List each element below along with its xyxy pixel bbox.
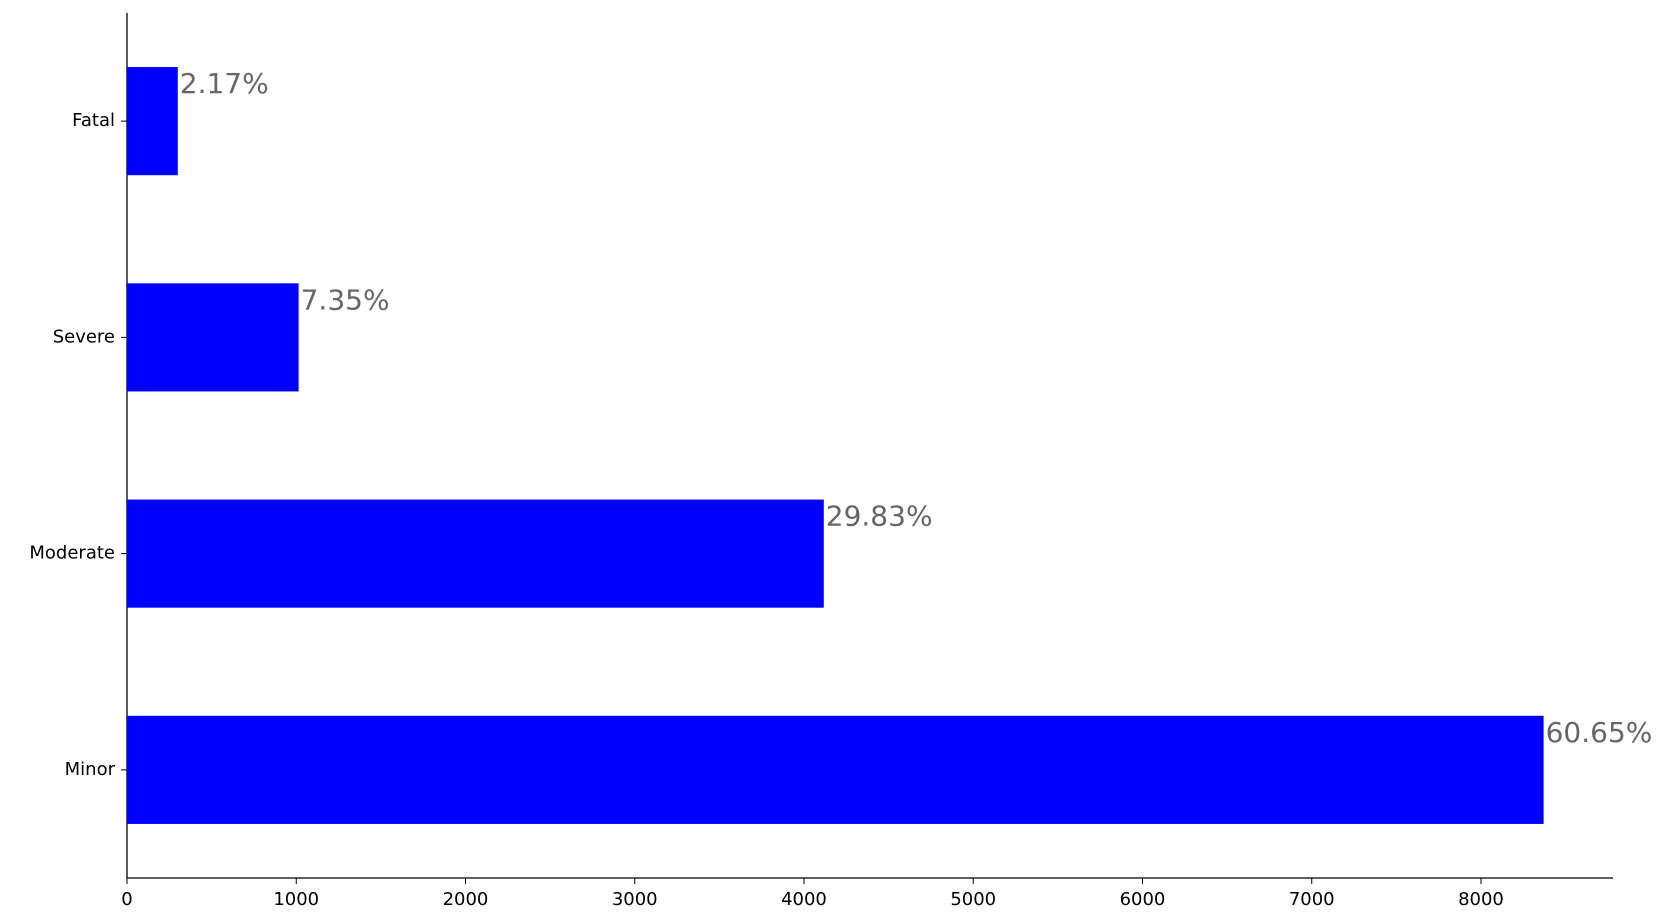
x-tick-label: 7000 [1289, 889, 1335, 910]
x-tick-label: 2000 [443, 889, 489, 910]
x-tick-label: 6000 [1120, 889, 1166, 910]
x-tick-label: 1000 [273, 889, 319, 910]
bar [127, 715, 1544, 824]
data-label: 60.65% [1546, 716, 1653, 749]
x-tick-label: 3000 [612, 889, 658, 910]
y-tick-label: Moderate [29, 543, 115, 564]
bar [127, 499, 824, 608]
data-label: 7.35% [301, 283, 390, 316]
y-tick-label: Minor [65, 759, 116, 780]
bar [127, 67, 178, 176]
y-tick-label: Severe [53, 326, 115, 347]
x-tick-label: 8000 [1458, 889, 1504, 910]
x-tick-label: 5000 [950, 889, 996, 910]
bar [127, 283, 299, 392]
x-tick-label: 4000 [781, 889, 827, 910]
data-label: 29.83% [826, 500, 933, 533]
data-label: 2.17% [180, 67, 269, 100]
y-tick-label: Fatal [72, 110, 115, 131]
x-tick-label: 0 [121, 889, 132, 910]
